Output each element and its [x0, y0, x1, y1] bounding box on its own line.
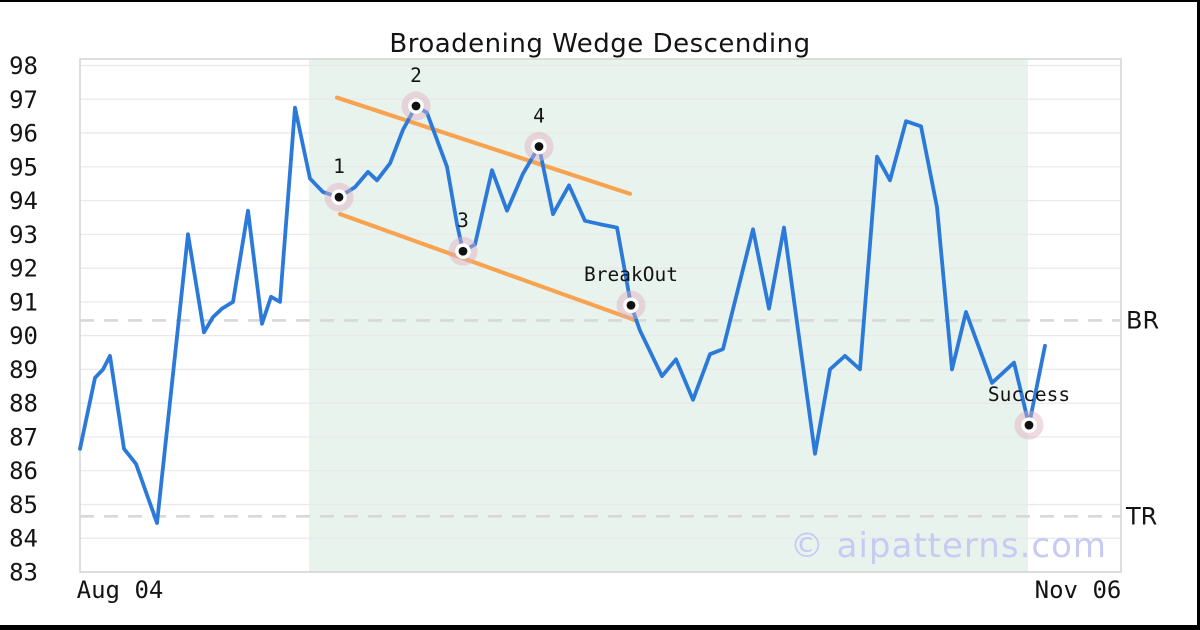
- y-tick-label: 86: [9, 457, 38, 485]
- marker-dot: [534, 142, 544, 151]
- y-tick-label: 90: [9, 322, 38, 350]
- y-tick-label: 84: [9, 525, 38, 553]
- marker-label-1: 1: [333, 155, 345, 178]
- x-axis-label-start: Aug 04: [76, 576, 164, 604]
- marker-dot: [1024, 420, 1034, 430]
- pattern-region: [309, 59, 1028, 572]
- y-tick-label: 83: [9, 559, 38, 587]
- marker-label-4: 4: [533, 105, 545, 128]
- y-tick-label: 96: [9, 120, 38, 148]
- y-tick-label: 97: [9, 86, 38, 114]
- marker-label-success: Success: [988, 383, 1070, 406]
- marker-dot: [458, 246, 468, 256]
- y-tick-label: 95: [9, 153, 38, 181]
- marker-label-breakout: BreakOut: [584, 263, 678, 286]
- level-label-br: BR: [1126, 306, 1159, 334]
- watermark: © aipatterns.com: [789, 526, 1107, 566]
- y-tick-label: 87: [9, 423, 38, 451]
- marker-dot: [626, 300, 636, 310]
- y-tick-label: 85: [9, 491, 38, 519]
- y-tick-label: 93: [9, 221, 38, 249]
- price-line: [78, 104, 1047, 525]
- chart-title: Broadening Wedge Descending: [389, 29, 811, 59]
- x-axis-label-end: Nov 06: [1034, 576, 1122, 604]
- marker-label-3: 3: [457, 209, 469, 232]
- upper-wedge-line: [334, 95, 633, 196]
- y-tick-label: 98: [9, 52, 38, 80]
- y-tick-label: 88: [9, 390, 38, 418]
- y-tick-label: 92: [9, 255, 38, 283]
- marker-label-2: 2: [410, 64, 422, 87]
- lower-wedge-line: [337, 211, 639, 323]
- marker-dot: [411, 101, 421, 111]
- plot-border: [79, 58, 1122, 573]
- marker-dot: [334, 192, 344, 202]
- y-tick-label: 91: [9, 288, 38, 316]
- y-tick-label: 94: [9, 187, 38, 215]
- y-tick-label: 89: [9, 356, 38, 384]
- level-label-tr: TR: [1125, 502, 1157, 530]
